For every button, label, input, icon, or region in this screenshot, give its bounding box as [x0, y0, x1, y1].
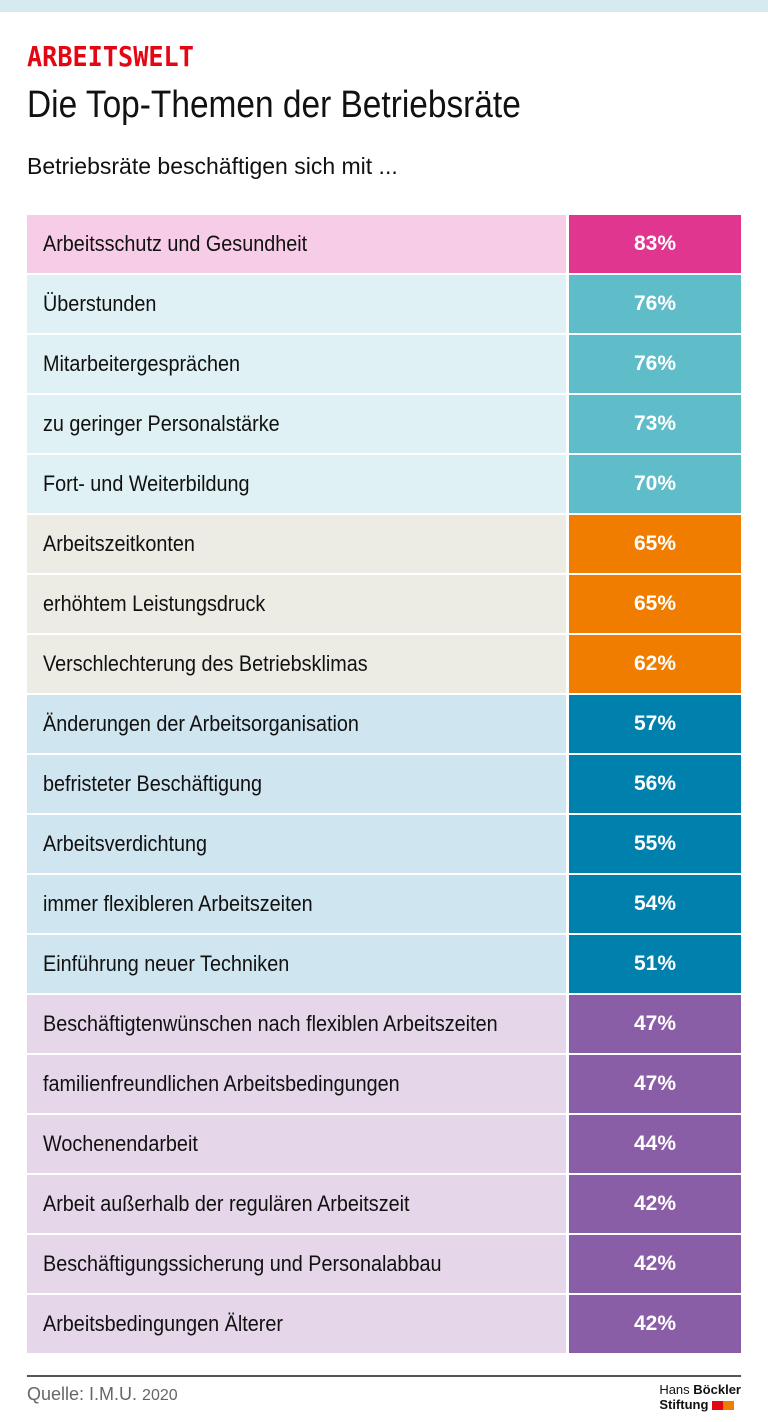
table-row: Beschäftigtenwünschen nach flexiblen Arb…: [27, 995, 741, 1053]
row-value: 73%: [569, 395, 741, 453]
table-row: Arbeit außerhalb der regulären Arbeitsze…: [27, 1175, 741, 1233]
row-label: Einführung neuer Techniken: [43, 951, 290, 976]
row-value: 70%: [569, 455, 741, 513]
row-label-cell: Fort- und Weiterbildung: [27, 455, 566, 513]
row-value: 42%: [569, 1175, 741, 1233]
row-label-cell: Beschäftigtenwünschen nach flexiblen Arb…: [27, 995, 566, 1053]
table-row: Wochenendarbeit 44%: [27, 1115, 741, 1173]
table-row: immer flexibleren Arbeitszeiten 54%: [27, 875, 741, 933]
row-label-cell: Arbeit außerhalb der regulären Arbeitsze…: [27, 1175, 566, 1233]
logo-square-red: [712, 1401, 724, 1411]
top-bar: [0, 0, 768, 12]
row-label-cell: Beschäftigungssicherung und Personalabba…: [27, 1235, 566, 1293]
row-label-cell: Verschlechterung des Betriebsklimas: [27, 635, 566, 693]
logo-square-orange: [723, 1401, 735, 1411]
row-value: 47%: [569, 995, 741, 1053]
row-label: Überstunden: [43, 291, 157, 316]
source-label: Quelle: I.M.U.: [27, 1384, 138, 1404]
row-value: 57%: [569, 695, 741, 753]
table-row: familienfreundlichen Arbeitsbedingungen 4…: [27, 1055, 741, 1113]
table-row: Arbeitsbedingungen Älterer 42%: [27, 1295, 741, 1353]
topics-table: Arbeitsschutz und Gesundheit 83% Überstund…: [27, 215, 741, 1355]
row-label: Arbeitsbedingungen Älterer: [43, 1311, 283, 1336]
logo-text: Hans: [659, 1382, 690, 1397]
table-row: Fort- und Weiterbildung 70%: [27, 455, 741, 513]
row-label-cell: befristeter Beschäftigung: [27, 755, 566, 813]
row-value: 51%: [569, 935, 741, 993]
row-label-cell: zu geringer Personalstärke: [27, 395, 566, 453]
row-label: Arbeit außerhalb der regulären Arbeitsze…: [43, 1191, 410, 1216]
row-value: 56%: [569, 755, 741, 813]
row-label: befristeter Beschäftigung: [43, 771, 263, 796]
row-label-cell: Arbeitsschutz und Gesundheit: [27, 215, 566, 273]
table-row: Verschlechterung des Betriebsklimas 62%: [27, 635, 741, 693]
row-label: erhöhtem Leistungsdruck: [43, 591, 266, 616]
row-label: zu geringer Personalstärke: [43, 411, 280, 436]
row-label-cell: erhöhtem Leistungsdruck: [27, 575, 566, 633]
row-label: Änderungen der Arbeitsorganisation: [43, 711, 359, 736]
row-label: Arbeitszeitkonten: [43, 531, 195, 556]
kicker: ARBEITSWELT: [27, 40, 194, 73]
row-label: Wochenendarbeit: [43, 1131, 198, 1156]
row-label: Fort- und Weiterbildung: [43, 471, 250, 496]
table-row: Arbeitsverdichtung 55%: [27, 815, 741, 873]
table-row: Beschäftigungssicherung und Personalabba…: [27, 1235, 741, 1293]
row-label-cell: Wochenendarbeit: [27, 1115, 566, 1173]
row-label: Beschäftigtenwünschen nach flexiblen Arb…: [43, 1011, 498, 1036]
row-value: 65%: [569, 515, 741, 573]
row-label-cell: Änderungen der Arbeitsorganisation: [27, 695, 566, 753]
row-value: 76%: [569, 275, 741, 333]
row-label-cell: immer flexibleren Arbeitszeiten: [27, 875, 566, 933]
row-label-cell: Einführung neuer Techniken: [27, 935, 566, 993]
row-label-cell: familienfreundlichen Arbeitsbedingungen: [27, 1055, 566, 1113]
logo-text-bold: Stiftung: [659, 1397, 709, 1412]
logo-text-bold: Böckler: [693, 1382, 741, 1397]
row-label: Beschäftigungssicherung und Personalabba…: [43, 1251, 442, 1276]
row-value: 76%: [569, 335, 741, 393]
row-value: 44%: [569, 1115, 741, 1173]
hans-boeckler-logo: Hans Böckler Stiftung: [659, 1382, 741, 1412]
table-row: Überstunden 76%: [27, 275, 741, 333]
row-value: 47%: [569, 1055, 741, 1113]
chart-subtitle: Betriebsräte beschäftigen sich mit ...: [27, 153, 398, 179]
table-row: befristeter Beschäftigung 56%: [27, 755, 741, 813]
table-row: Mitarbeitergesprächen 76%: [27, 335, 741, 393]
row-label: immer flexibleren Arbeitszeiten: [43, 891, 313, 916]
table-row: erhöhtem Leistungsdruck 65%: [27, 575, 741, 633]
row-value: 62%: [569, 635, 741, 693]
source: Quelle: I.M.U. 2020: [27, 1384, 178, 1405]
row-label-cell: Mitarbeitergesprächen: [27, 335, 566, 393]
row-label-cell: Arbeitsbedingungen Älterer: [27, 1295, 566, 1353]
source-year: 2020: [142, 1387, 178, 1404]
table-row: Arbeitszeitkonten 65%: [27, 515, 741, 573]
row-label: Arbeitsverdichtung: [43, 831, 207, 856]
row-label-cell: Überstunden: [27, 275, 566, 333]
table-row: Arbeitsschutz und Gesundheit 83%: [27, 215, 741, 273]
row-value: 65%: [569, 575, 741, 633]
row-value: 42%: [569, 1295, 741, 1353]
row-value: 54%: [569, 875, 741, 933]
row-label: Verschlechterung des Betriebsklimas: [43, 651, 368, 676]
row-label: Arbeitsschutz und Gesundheit: [43, 231, 308, 256]
footer-divider: [27, 1375, 741, 1377]
row-label-cell: Arbeitszeitkonten: [27, 515, 566, 573]
row-value: 83%: [569, 215, 741, 273]
chart-title: Die Top-Themen der Betriebsräte: [27, 84, 521, 126]
row-label: Mitarbeitergesprächen: [43, 351, 241, 376]
row-value: 55%: [569, 815, 741, 873]
row-label: familienfreundlichen Arbeitsbedingungen: [43, 1071, 400, 1096]
row-label-cell: Arbeitsverdichtung: [27, 815, 566, 873]
table-row: Änderungen der Arbeitsorganisation 57%: [27, 695, 741, 753]
table-row: Einführung neuer Techniken 51%: [27, 935, 741, 993]
row-value: 42%: [569, 1235, 741, 1293]
table-row: zu geringer Personalstärke 73%: [27, 395, 741, 453]
